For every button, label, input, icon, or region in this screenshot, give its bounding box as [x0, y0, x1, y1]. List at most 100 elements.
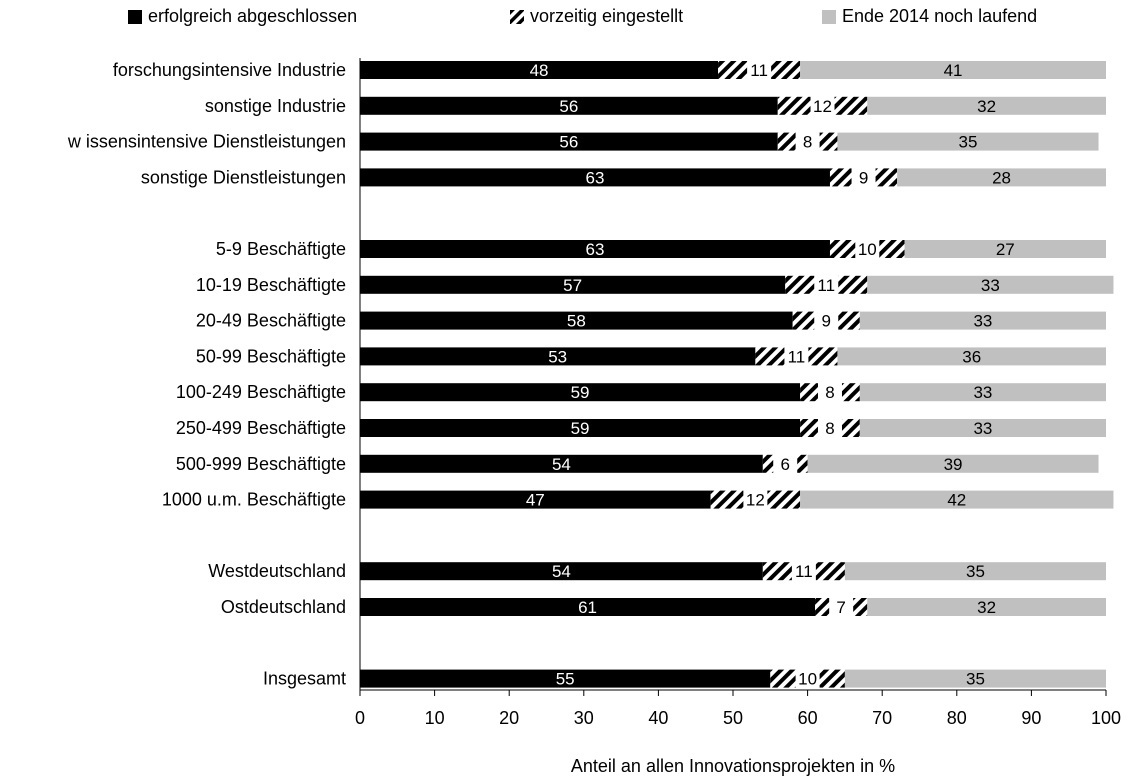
legend-swatch-hatched [510, 9, 524, 24]
data-label: 54 [552, 455, 571, 474]
legend-swatch-solid-gray [822, 9, 836, 24]
x-tick-label: 90 [1021, 708, 1041, 728]
data-label: 33 [973, 383, 992, 402]
bar-segment-laufend [800, 61, 1106, 79]
data-label: 9 [822, 312, 831, 331]
data-label: 59 [571, 383, 590, 402]
category-label: 1000 u.m. Beschäftigte [162, 490, 346, 510]
data-label: 42 [947, 491, 966, 510]
category-label: sonstige Industrie [205, 96, 346, 116]
bar-segment-laufend [904, 240, 1106, 258]
data-label: 10 [858, 240, 877, 259]
data-label: 11 [750, 61, 768, 80]
bar-segment-laufend [867, 275, 1114, 294]
bar-segment-abgeschlossen [360, 311, 793, 330]
data-label: 12 [813, 97, 832, 116]
category-label: 50-99 Beschäftigte [196, 346, 346, 366]
data-label-background [795, 668, 820, 689]
data-label: 6 [780, 455, 789, 474]
x-axis: 0 10 20 30 40 50 60 70 80 90 100 [355, 58, 1121, 728]
bar-segment-abgeschlossen [360, 419, 801, 437]
category-label: Ostdeutschland [221, 597, 346, 617]
data-label: 47 [526, 491, 545, 510]
data-label: 27 [996, 240, 1015, 259]
data-label-background [791, 561, 816, 582]
x-tick-label: 10 [425, 708, 445, 728]
data-label: 63 [586, 168, 605, 187]
bar-segment-abgeschlossen [360, 168, 830, 187]
data-label: 39 [944, 455, 963, 474]
bar-segment-abgeschlossen [360, 562, 763, 581]
data-label: 11 [795, 562, 813, 581]
data-label: 54 [552, 562, 571, 581]
bar-segment-laufend [867, 96, 1106, 115]
data-label: 59 [571, 419, 590, 438]
x-tick-label: 20 [499, 708, 519, 728]
x-tick-label: 0 [355, 708, 365, 728]
category-label: Insgesamt [263, 669, 346, 689]
data-label: 48 [530, 61, 549, 80]
category-labels: forschungsintensive Industrie sonstige In… [67, 60, 346, 689]
data-label: 28 [992, 168, 1011, 187]
data-label: 53 [548, 347, 567, 366]
category-label: 500-999 Beschäftigte [176, 454, 346, 474]
data-label-background [851, 167, 876, 188]
x-tick-label: 50 [723, 708, 743, 728]
category-label: 20-49 Beschäftigte [196, 311, 346, 331]
bar-segment-abgeschlossen [360, 598, 816, 616]
bar-segment-laufend [867, 598, 1106, 616]
data-label: 32 [977, 97, 996, 116]
x-tick-label: 70 [872, 708, 892, 728]
data-label: 11 [788, 347, 806, 366]
data-label: 33 [973, 312, 992, 331]
category-label: w issensintensive Dienstleistungen [67, 132, 346, 152]
data-label-background [817, 418, 842, 438]
x-tick-label: 30 [574, 708, 594, 728]
data-label: 32 [977, 598, 996, 617]
data-label-background [814, 310, 839, 331]
data-label-background [855, 239, 880, 259]
data-label: 41 [944, 61, 963, 80]
data-label-background [810, 95, 835, 116]
bar-segment-laufend [807, 454, 1099, 473]
bar-segment-abgeschlossen [360, 490, 711, 509]
data-label: 12 [746, 491, 765, 510]
bar-segment-abgeschlossen [360, 96, 778, 115]
category-label: sonstige Dienstleistungen [141, 167, 346, 187]
category-label: forschungsintensive Industrie [113, 60, 346, 80]
legend-item-erfolgreich: erfolgreich abgeschlossen [128, 6, 357, 27]
data-label: 9 [859, 168, 868, 187]
bar-segment-laufend [837, 132, 1099, 151]
data-label-background [814, 274, 839, 295]
data-label-background [743, 489, 768, 510]
data-label: 61 [578, 598, 597, 617]
data-label: 8 [825, 383, 834, 402]
data-label: 35 [959, 133, 978, 152]
data-label: 10 [798, 670, 817, 689]
legend-label: Ende 2014 noch laufend [842, 6, 1038, 26]
data-label: 63 [586, 240, 605, 259]
bar-segment-abgeschlossen [360, 383, 801, 402]
legend-item-vorzeitig: vorzeitig eingestellt [510, 6, 683, 27]
bar-segment-laufend [844, 562, 1106, 581]
bar-segment-abgeschlossen [360, 132, 778, 151]
legend-item-laufend: Ende 2014 noch laufend [822, 6, 1037, 27]
bar-segment-abgeschlossen [360, 275, 786, 294]
data-label: 55 [556, 670, 575, 689]
data-label: 57 [563, 276, 582, 295]
x-tick-label: 100 [1091, 708, 1121, 728]
x-axis-title: Anteil an allen Innovationsprojekten in … [571, 756, 895, 776]
category-label: Westdeutschland [208, 561, 346, 581]
data-label: 33 [981, 276, 1000, 295]
x-tick-label: 80 [947, 708, 967, 728]
data-label: 8 [825, 419, 834, 438]
category-label: 5-9 Beschäftigte [216, 239, 346, 259]
data-label-background [773, 453, 798, 474]
data-label: 33 [973, 419, 992, 438]
legend-label: vorzeitig eingestellt [530, 6, 684, 26]
data-label: 58 [567, 312, 586, 331]
data-label-background [784, 346, 809, 367]
